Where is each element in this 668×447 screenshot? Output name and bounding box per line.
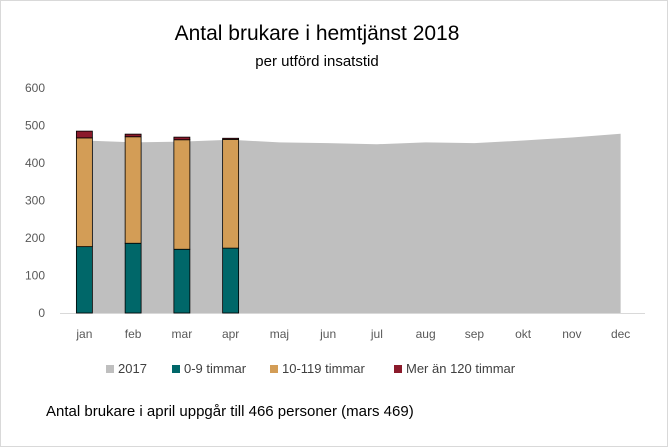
bar-segment-1 [124,242,142,314]
legend-item: 2017 [106,361,147,376]
y-tick-label: 400 [25,156,45,170]
legend-item: 0-9 timmar [172,361,246,376]
x-tick-label: feb [125,327,142,341]
bar-segment-1 [173,248,191,314]
x-tick-label: aug [416,327,436,341]
x-tick-label: jan [75,327,92,341]
legend-item: Mer än 120 timmar [394,361,515,376]
x-tick-label: jun [319,327,336,341]
y-tick-label: 0 [38,306,45,320]
bar-segment-3 [124,133,142,138]
x-tick-label: jul [370,327,383,341]
bar-segment-2 [222,138,240,249]
legend-swatch [270,365,278,373]
bar-segment-1 [222,247,240,314]
chart-subtitle: per utförd insatstid [255,53,379,70]
legend-swatch [172,365,180,373]
footnote: Antal brukare i april uppgår till 466 pe… [46,403,414,420]
legend-label: 0-9 timmar [184,361,247,376]
bar-segment-3 [222,137,240,140]
bar-segment-3 [75,130,93,139]
legend-label: 2017 [118,361,147,376]
x-tick-label: dec [611,327,630,341]
bar-segment-2 [75,137,93,248]
x-tick-label: apr [222,327,239,341]
chart-title: Antal brukare i hemtjänst 2018 [174,22,460,45]
legend-swatch [394,365,402,373]
y-tick-label: 600 [25,81,45,95]
x-tick-label: sep [465,327,485,341]
x-tick-label: nov [562,327,581,341]
y-tick-label: 300 [25,194,45,208]
legend-label: Mer än 120 timmar [406,361,516,376]
bar-segment-2 [124,136,142,244]
legend-swatch [106,365,114,373]
x-tick-label: mar [172,327,193,341]
y-tick-label: 100 [25,269,45,283]
bar-segment-2 [173,139,191,250]
bar-segment-1 [75,246,93,314]
y-tick-label: 200 [25,231,45,245]
x-tick-label: maj [270,327,289,341]
x-tick-label: okt [515,327,532,341]
legend-label: 10-119 timmar [282,361,365,376]
y-tick-label: 500 [25,119,45,133]
bar-segment-3 [173,136,191,141]
legend-item: 10-119 timmar [270,361,365,376]
area-series-2017 [84,133,621,313]
